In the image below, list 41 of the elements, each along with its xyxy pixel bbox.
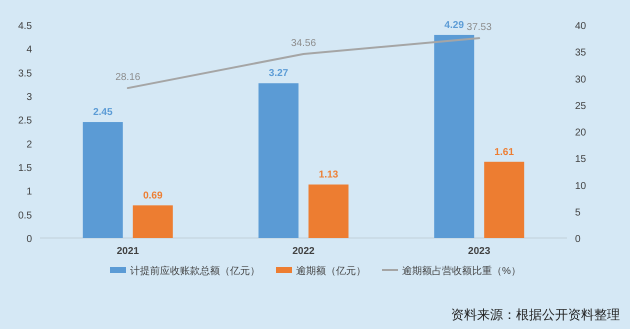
y-tick-label: 3.5 [18, 68, 32, 80]
y-tick-label: 3 [26, 92, 32, 103]
data-label: 2.45 [93, 107, 113, 118]
y2-tick-label: 15 [575, 154, 587, 166]
x-tick-label: 2023 [468, 246, 491, 257]
data-label: 1.13 [318, 170, 339, 181]
y2-tick-label: 5 [575, 207, 581, 218]
y2-tick-label: 20 [575, 128, 587, 138]
y2-tick-label: 40 [575, 21, 587, 32]
y-tick-label: 1.5 [18, 163, 32, 174]
x-tick-label: 2022 [292, 246, 316, 257]
legend-label: 逾期额（亿元） [296, 265, 366, 277]
data-label: 1.61 [494, 146, 514, 158]
y2-tick-label: 25 [575, 100, 587, 112]
bar [82, 122, 123, 238]
y-tick-label: 2 [26, 139, 32, 150]
y2-tick-label: 35 [575, 48, 587, 59]
x-tick-label: 2021 [116, 246, 140, 257]
bar [484, 162, 524, 238]
data-label: 3.27 [268, 68, 289, 80]
data-label: 0.69 [143, 190, 163, 202]
y-tick-label: 2.5 [18, 116, 32, 127]
y-tick-label: 0 [26, 234, 32, 245]
y2-tick-label: 0 [575, 234, 581, 245]
legend-label: 计提前应收账款总额（亿元） [130, 265, 260, 277]
bar [132, 205, 173, 238]
bar [434, 34, 474, 238]
text: 资料来源：根据公开资料整理 [451, 307, 620, 322]
y-tick-label: 1 [26, 186, 32, 198]
data-label: 28.16 [115, 72, 141, 84]
y-tick-label: 0.5 [18, 210, 32, 222]
data-label: 34.56 [290, 38, 316, 49]
data-label: 37.53 [466, 22, 492, 34]
bar [308, 184, 348, 238]
y-tick-label: 4 [26, 44, 32, 56]
legend-label: 逾期额占营收额比重（%） [402, 265, 521, 277]
data-label: 4.29 [444, 20, 464, 31]
y-tick-label: 4.5 [18, 21, 32, 32]
bar [258, 83, 298, 238]
y2-tick-label: 10 [575, 180, 587, 192]
y2-tick-label: 30 [575, 74, 587, 86]
